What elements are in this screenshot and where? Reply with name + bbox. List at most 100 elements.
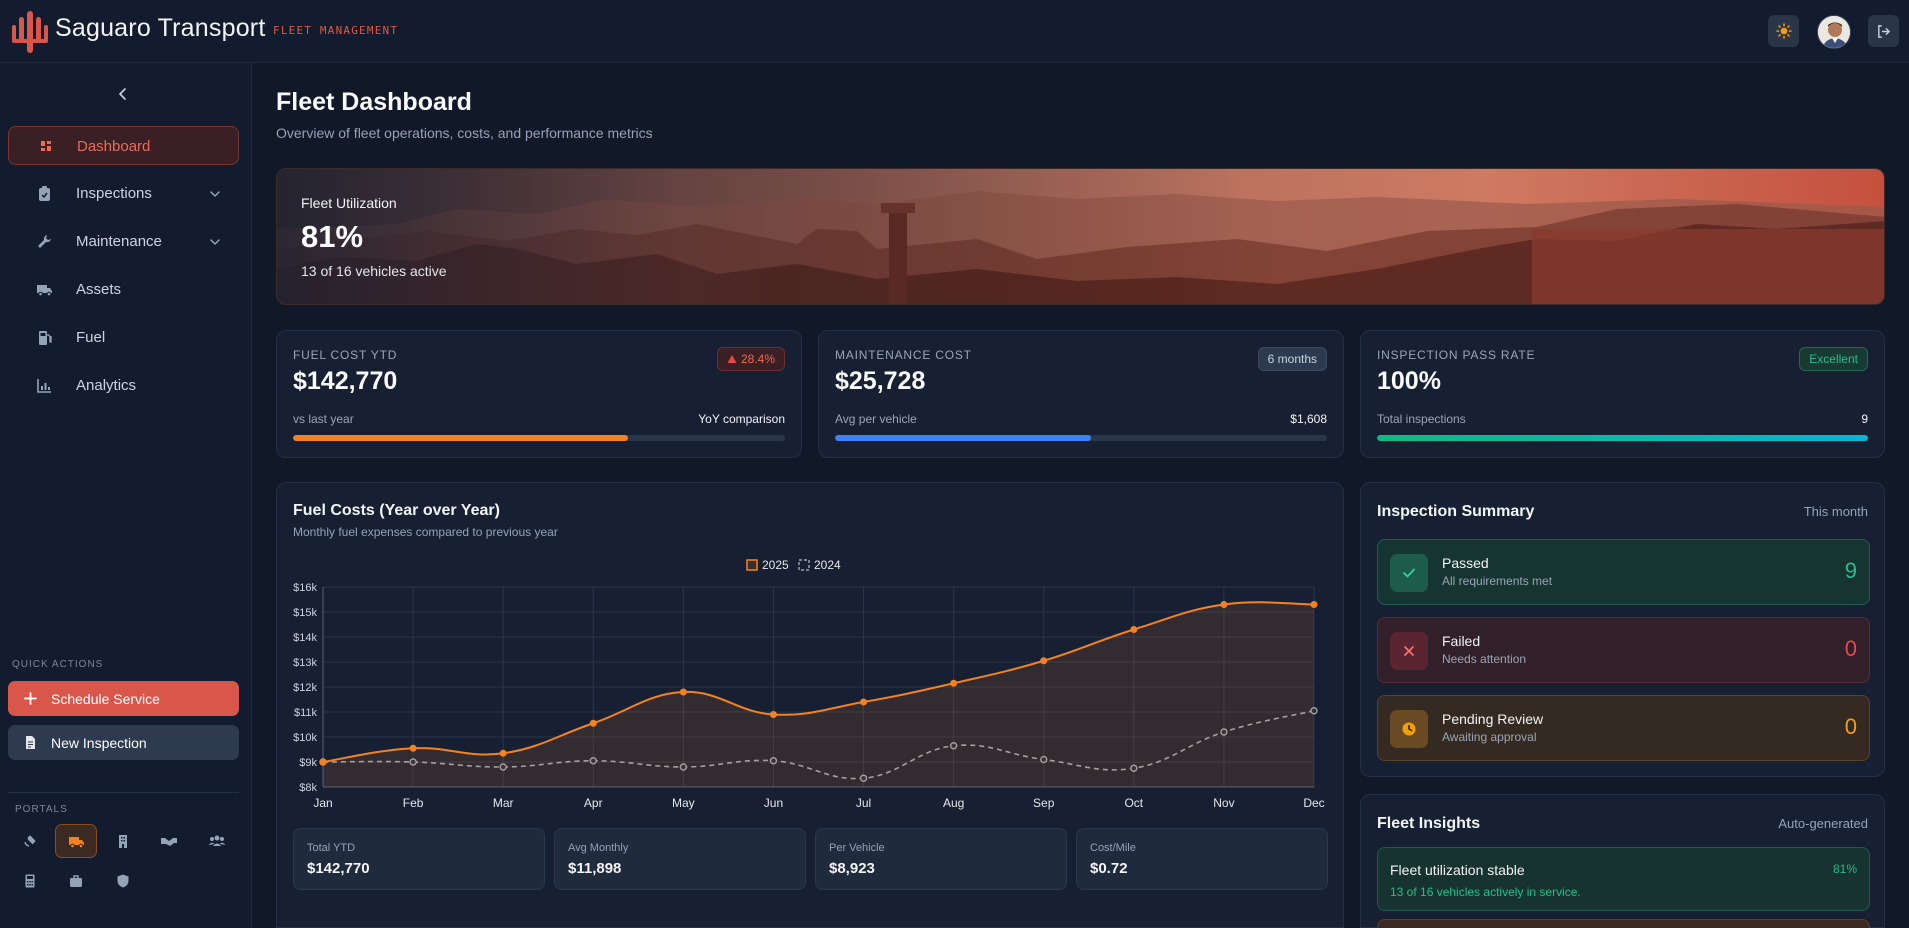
- legend-label-2025: 2025: [762, 558, 789, 572]
- chart-subtitle: Monthly fuel expenses compared to previo…: [293, 525, 558, 539]
- legend-swatch-2025: [746, 559, 758, 571]
- kpi-card-maintenance-cost: MAINTENANCE COST $25,728 6 months Avg pe…: [818, 330, 1344, 458]
- brand-name[interactable]: Saguaro Transport: [55, 14, 266, 42]
- stat-label: Cost/Mile: [1090, 842, 1136, 854]
- stat-label: Total YTD: [307, 842, 356, 854]
- kpi-progress-bar: [1377, 435, 1868, 441]
- series-line-2024: [322, 709, 1315, 780]
- x-tick-label: Mar: [493, 796, 514, 810]
- data-point-2024: [679, 763, 688, 771]
- kpi-progress-fill: [835, 435, 1091, 441]
- chevron-down-icon: [210, 191, 220, 198]
- legend-label-2024: 2024: [814, 558, 841, 572]
- page-title: Fleet Dashboard: [276, 88, 472, 116]
- hero-label: Fleet Utilization: [301, 195, 397, 211]
- user-avatar[interactable]: [1817, 15, 1851, 49]
- trend-badge-text: 28.4%: [740, 352, 775, 366]
- inspection-summary-card: Inspection Summary This month Passed All…: [1360, 482, 1885, 777]
- kpi-foot-value: 9: [1861, 412, 1868, 426]
- shield-icon: [117, 874, 129, 888]
- truck-icon: [68, 836, 84, 848]
- data-point-2024: [1130, 764, 1138, 772]
- sidebar-item-label: Analytics: [76, 377, 137, 394]
- sidebar-item-analytics[interactable]: Analytics: [8, 366, 239, 405]
- status-badge: Excellent: [1799, 347, 1868, 371]
- kpi-foot-label: Avg per vehicle: [835, 412, 917, 426]
- insight-item[interactable]: Fleet utilization stable 13 of 16 vehicl…: [1377, 847, 1870, 911]
- inspection-row-title: Pending Review: [1442, 711, 1544, 727]
- sun-icon: [1775, 23, 1792, 39]
- inspection-row-count: 9: [1844, 558, 1857, 583]
- sidebar-item-assets[interactable]: Assets: [8, 270, 239, 309]
- x-tick-label: Jun: [764, 796, 783, 810]
- stat-value: $8,923: [829, 860, 875, 877]
- kpi-value: $142,770: [293, 367, 398, 395]
- inspection-row-failed[interactable]: Failed Needs attention 0: [1377, 617, 1870, 683]
- theme-toggle-button[interactable]: [1768, 15, 1799, 47]
- portal-partners[interactable]: [148, 824, 190, 858]
- data-point-2024: [409, 758, 417, 766]
- sidebar-item-label: Fuel: [76, 329, 106, 346]
- wrench-icon: [38, 235, 51, 248]
- data-point-2025: [860, 698, 868, 706]
- collapse-sidebar-icon[interactable]: [114, 85, 132, 103]
- fleet-insights-card: Fleet Insights Auto-generated Fleet util…: [1360, 794, 1885, 928]
- sidebar-item-inspections[interactable]: Inspections: [8, 174, 239, 213]
- fleet-utilization-banner: Fleet Utilization 81% 13 of 16 vehicles …: [276, 168, 1885, 305]
- data-point-2025: [589, 719, 597, 727]
- portals-title: PORTALS: [15, 804, 68, 815]
- data-point-2025: [950, 679, 958, 687]
- x-tick-label: Nov: [1213, 796, 1234, 810]
- portal-fleet[interactable]: [55, 824, 97, 858]
- data-point-2024: [1220, 728, 1228, 736]
- insight-value: 81%: [1832, 862, 1857, 876]
- panel-meta: This month: [1803, 504, 1868, 519]
- sidebar-item-label: Assets: [76, 281, 122, 298]
- x-tick-label: Dec: [1303, 796, 1324, 810]
- portal-calculator[interactable]: [9, 864, 51, 898]
- sidebar-item-label: Maintenance: [76, 233, 162, 250]
- panel-title: Inspection Summary: [1377, 503, 1535, 520]
- inspection-row-pending[interactable]: Pending Review Awaiting approval 0: [1377, 695, 1870, 761]
- stat-label: Avg Monthly: [568, 842, 629, 854]
- canyon-landscape-image: [277, 169, 1884, 304]
- stat-label: Per Vehicle: [829, 842, 885, 854]
- schedule-service-button[interactable]: Schedule Service: [8, 681, 239, 716]
- data-point-2025: [499, 749, 507, 757]
- kpi-progress-fill: [1377, 435, 1868, 441]
- data-point-2025: [1040, 657, 1048, 665]
- portal-security[interactable]: [102, 864, 144, 898]
- users-icon: [208, 835, 226, 846]
- chevron-down-icon: [210, 239, 220, 246]
- sidebar-item-dashboard[interactable]: Dashboard: [8, 126, 239, 165]
- data-point-2024: [859, 774, 868, 782]
- hero-subtext: 13 of 16 vehicles active: [301, 263, 447, 279]
- dashboard-icon: [41, 141, 51, 151]
- portal-business[interactable]: [55, 864, 97, 898]
- x-tick-label: Apr: [584, 796, 603, 810]
- kpi-progress-bar: [293, 435, 785, 441]
- portal-satellite[interactable]: [9, 824, 51, 858]
- data-point-2025: [319, 758, 327, 766]
- new-inspection-button[interactable]: New Inspection: [8, 725, 239, 760]
- saguaro-logo-icon[interactable]: [10, 11, 50, 53]
- quick-actions-title: QUICK ACTIONS: [12, 659, 104, 670]
- stat-avg-monthly: Avg Monthly $11,898: [554, 828, 806, 890]
- kpi-foot-value: YoY comparison: [698, 412, 785, 426]
- panel-title: Fleet Insights: [1377, 815, 1481, 832]
- y-tick-label: $14k: [293, 632, 317, 644]
- inspection-row-title: Failed: [1442, 633, 1481, 649]
- truck-icon: [37, 285, 52, 297]
- y-tick-label: $8k: [299, 782, 317, 794]
- x-tick-label: Jan: [313, 796, 332, 810]
- stat-value: $11,898: [568, 860, 622, 877]
- sidebar-item-fuel[interactable]: Fuel: [8, 318, 239, 357]
- sidebar-item-maintenance[interactable]: Maintenance: [8, 222, 239, 261]
- fuel-pump-icon: [39, 331, 52, 345]
- portal-users[interactable]: [196, 824, 238, 858]
- legend-swatch-2024: [798, 559, 810, 571]
- logout-button[interactable]: [1868, 15, 1899, 47]
- kpi-label: INSPECTION PASS RATE: [1377, 348, 1536, 362]
- inspection-row-passed[interactable]: Passed All requirements met 9: [1377, 539, 1870, 605]
- portal-building[interactable]: [102, 824, 144, 858]
